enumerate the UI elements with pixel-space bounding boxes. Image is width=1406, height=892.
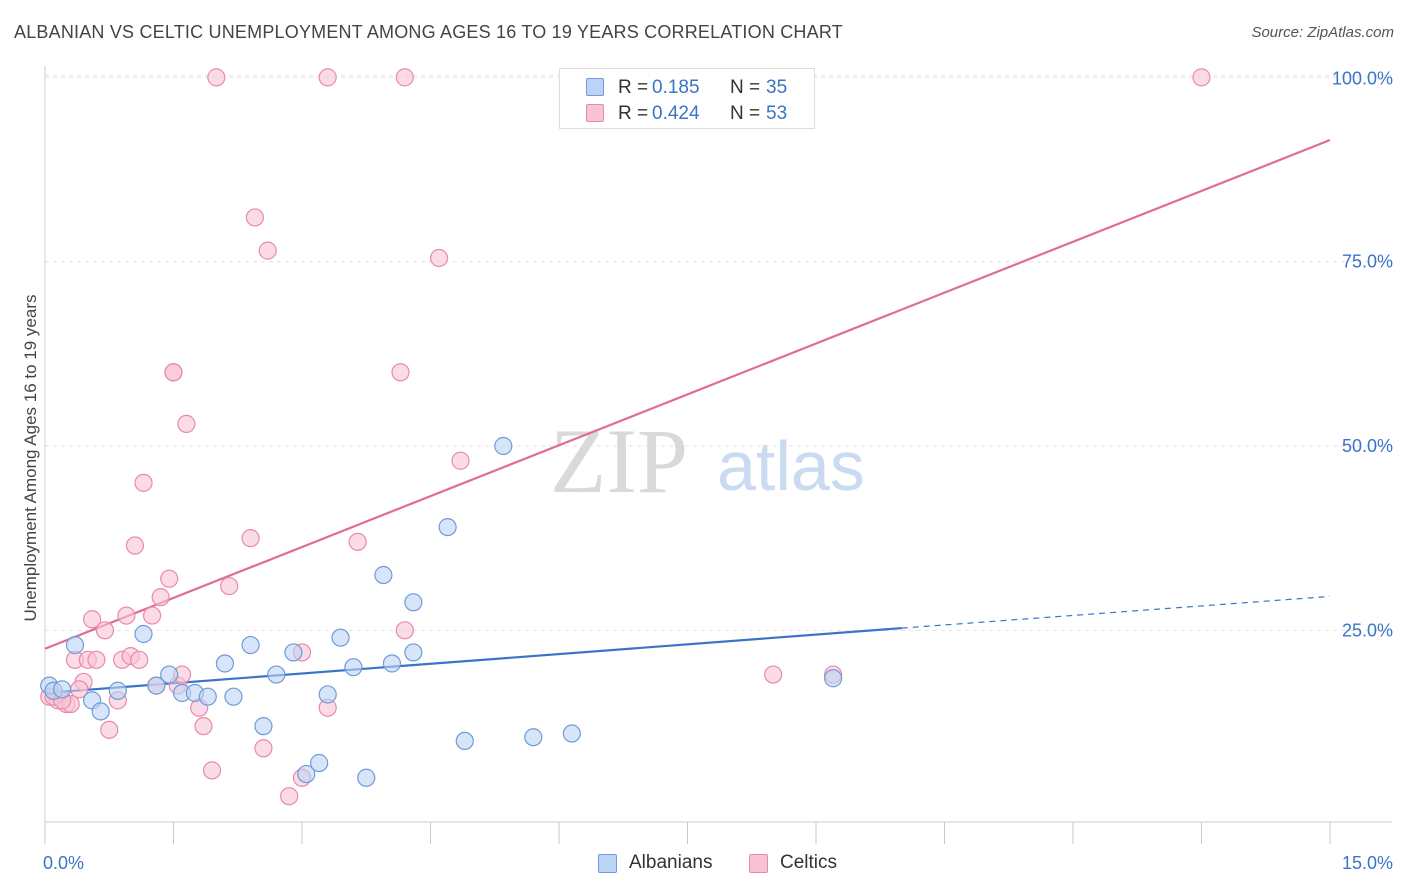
albanian-point [382, 654, 402, 673]
celtics-trend-line [44, 139, 1331, 650]
albanian-point [331, 628, 350, 647]
albanian-point [134, 624, 153, 644]
gridlines [45, 74, 1392, 631]
albanians-swatch-icon [586, 78, 604, 96]
celtics-legend-icon [749, 853, 768, 873]
albanian-point [404, 643, 423, 662]
albanian-point [53, 680, 72, 699]
source-label: Source: ZipAtlas.com [1251, 24, 1394, 41]
y-tick-label: 100.0% [1332, 68, 1393, 88]
celtic-point [429, 248, 449, 268]
watermark-zip: ZIP [550, 410, 688, 512]
x-tick-label: 15.0% [1342, 853, 1393, 873]
celtic-point [177, 414, 196, 433]
celtic-point [160, 569, 179, 588]
legend-row-celtics: R = 0.424 N = 53 [586, 102, 806, 126]
watermark: ZIP atlas [550, 410, 865, 512]
albanian-point [374, 565, 393, 585]
albanian-point [318, 685, 337, 704]
celtic-point [164, 363, 183, 382]
albanian-point [310, 753, 329, 773]
y-tick-label: 50.0% [1342, 436, 1393, 456]
celtic-point [254, 739, 273, 758]
legend-r-value: 0.424 [652, 103, 700, 124]
celtic-point [395, 68, 414, 87]
watermark-atlas: atlas [717, 427, 865, 505]
legend-n-value: 53 [766, 103, 788, 124]
albanian-point [160, 665, 179, 684]
celtic-point [258, 241, 277, 260]
celtic-point [151, 588, 170, 607]
albanian-point [524, 728, 543, 747]
celtic-point [318, 68, 337, 87]
albanian-point [147, 676, 166, 695]
albanian-point [65, 635, 85, 655]
y-tick-label: 75.0% [1342, 252, 1393, 272]
celtic-point [391, 363, 410, 382]
albanian-point [455, 731, 474, 751]
chart-title: ALBANIAN VS CELTIC UNEMPLOYMENT AMONG AG… [14, 22, 843, 42]
celtic-point [194, 717, 213, 736]
celtic-point [130, 650, 149, 669]
legend-n-value: 35 [766, 77, 788, 98]
albanians-trend-extrapolation [901, 595, 1331, 629]
celtic-point [280, 787, 299, 806]
tick-labels: 25.0% 50.0% 75.0% 100.0% 0.0% 15.0% [43, 68, 1393, 873]
albanian-point [824, 669, 843, 688]
albanian-point [198, 687, 217, 706]
albanian-point [344, 658, 363, 677]
albanian-point [438, 517, 457, 537]
celtics-swatch-icon [586, 104, 604, 122]
bottom-legend-celtics: Celtics [749, 852, 837, 874]
celtic-point [241, 529, 260, 548]
bottom-legend-albanians: Albanians [598, 852, 712, 874]
albanian-point [215, 654, 234, 673]
celtic-point [134, 473, 153, 492]
celtic-point [100, 720, 119, 739]
data-points [40, 68, 1211, 806]
albanians-legend-icon [598, 853, 617, 873]
celtic-point [1192, 68, 1211, 87]
celtic-point [83, 610, 102, 629]
celtic-point [125, 536, 145, 555]
legend-n-label: N = [730, 77, 761, 98]
y-tick-label: 25.0% [1342, 620, 1393, 640]
celtics-legend-label: Celtics [780, 852, 838, 873]
celtic-point [348, 532, 367, 551]
albanian-point [91, 702, 110, 721]
celtic-point [95, 621, 115, 640]
celtic-point [87, 650, 106, 669]
albanian-point [267, 665, 286, 684]
albanian-point [357, 768, 376, 787]
celtic-point [395, 621, 414, 640]
albanian-point [404, 593, 423, 612]
celtic-point [207, 68, 226, 87]
celtic-point [764, 665, 783, 684]
albanians-legend-label: Albanians [629, 852, 713, 873]
legend-r-value: 0.185 [652, 77, 700, 98]
stats-legend: R = 0.185 N = 35 R = 0.424 N = 53 [559, 68, 815, 129]
legend-n-label: N = [730, 103, 761, 124]
legend-r-label: R = [618, 103, 649, 124]
albanian-point [562, 724, 581, 743]
celtic-point [220, 576, 239, 596]
albanian-point [254, 717, 273, 736]
albanian-point [284, 643, 303, 662]
celtic-point [451, 451, 470, 470]
albanian-point [297, 764, 316, 784]
celtic-point [117, 606, 136, 625]
albanian-point [241, 635, 260, 655]
trend-lines [44, 139, 1331, 695]
albanian-point [108, 681, 127, 700]
celtic-point [202, 761, 222, 780]
albanian-point [224, 687, 243, 706]
celtic-point [142, 606, 162, 625]
legend-row-albanians: R = 0.185 N = 35 [586, 76, 806, 100]
legend-r-label: R = [618, 77, 649, 98]
albanians-trend-line [44, 627, 902, 695]
x-tick-label: 0.0% [43, 853, 84, 873]
celtic-point [245, 208, 264, 227]
albanian-point [494, 436, 513, 456]
